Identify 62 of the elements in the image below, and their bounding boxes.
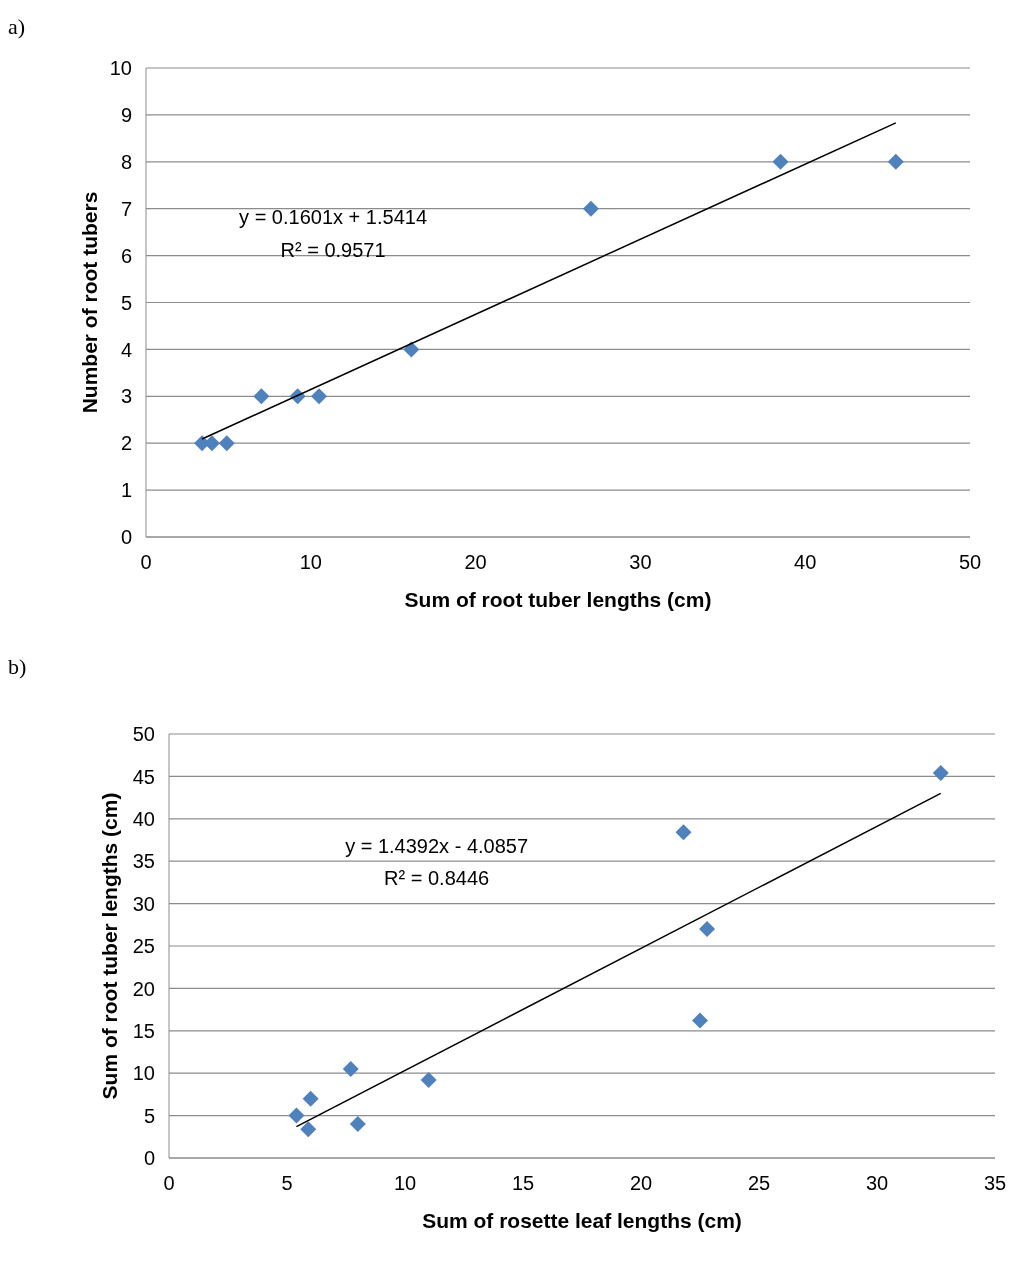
y-tick-label: 40 bbox=[132, 807, 155, 830]
point bbox=[932, 765, 949, 782]
x-tick-label: 20 bbox=[464, 551, 487, 574]
x-tick-label: 30 bbox=[865, 1172, 889, 1195]
y-tick-label: 0 bbox=[143, 1147, 155, 1170]
y-axis-title: Sum of root tuber lengths (cm) bbox=[98, 792, 122, 1100]
x-tick-label: 50 bbox=[958, 551, 982, 574]
point bbox=[288, 1107, 305, 1124]
y-tick-label: 10 bbox=[132, 1062, 155, 1085]
y-tick-label: 8 bbox=[120, 150, 132, 173]
point bbox=[675, 824, 692, 841]
point bbox=[699, 921, 716, 938]
x-tick-label: 5 bbox=[281, 1172, 293, 1195]
x-tick-label: 30 bbox=[629, 551, 652, 574]
annotation: R² = 0.8446 bbox=[384, 866, 490, 890]
point bbox=[582, 200, 599, 217]
point bbox=[349, 1116, 366, 1133]
y-tick-label: 5 bbox=[143, 1104, 155, 1127]
y-tick-label: 45 bbox=[132, 765, 155, 788]
y-tick-label: 50 bbox=[132, 723, 155, 746]
y-tick-label: 3 bbox=[120, 385, 132, 408]
y-tick-label: 5 bbox=[120, 291, 132, 314]
y-tick-label: 20 bbox=[132, 977, 155, 1000]
point bbox=[887, 153, 904, 170]
y-tick-label: 7 bbox=[120, 197, 132, 220]
point bbox=[300, 1121, 317, 1138]
point bbox=[692, 1012, 708, 1029]
y-tick-label: 2 bbox=[120, 432, 132, 455]
x-tick-label: 35 bbox=[983, 1172, 1007, 1195]
point bbox=[218, 435, 235, 452]
y-tick-label: 1 bbox=[120, 479, 132, 502]
x-tick-label: 15 bbox=[511, 1172, 535, 1195]
x-tick-label: 20 bbox=[629, 1172, 653, 1195]
annotation: y = 0.1601x + 1.5414 bbox=[239, 205, 428, 229]
annotation: y = 1.4392x - 4.0857 bbox=[345, 834, 529, 858]
x-tick-label: 0 bbox=[163, 1172, 175, 1195]
x-tick-label: 10 bbox=[393, 1172, 417, 1195]
x-tick-label: 25 bbox=[747, 1172, 771, 1195]
x-tick-label: 10 bbox=[299, 551, 322, 574]
x-axis-title: Sum of rosette leaf lengths (cm) bbox=[422, 1209, 742, 1232]
point bbox=[342, 1060, 359, 1077]
point bbox=[772, 153, 789, 170]
y-tick-label: 10 bbox=[109, 57, 132, 80]
point bbox=[403, 341, 420, 358]
x-tick-label: 40 bbox=[794, 551, 817, 574]
y-axis-title: Number of root tubers bbox=[78, 191, 102, 414]
point bbox=[311, 388, 328, 405]
annotation: R² = 0.9571 bbox=[280, 238, 386, 262]
y-tick-label: 4 bbox=[120, 338, 132, 361]
y-tick-label: 25 bbox=[132, 935, 155, 958]
point bbox=[253, 388, 270, 405]
point bbox=[302, 1090, 319, 1107]
chart-title: b) bbox=[8, 653, 28, 681]
y-tick-label: 15 bbox=[132, 1019, 155, 1042]
x-axis-title: Sum of root tuber lengths (cm) bbox=[404, 588, 712, 611]
y-tick-label: 0 bbox=[120, 526, 132, 549]
chart-title: a) bbox=[8, 13, 27, 41]
y-tick-label: 9 bbox=[120, 104, 132, 126]
y-tick-label: 30 bbox=[132, 892, 155, 915]
y-tick-label: 35 bbox=[132, 850, 155, 873]
y-tick-label: 6 bbox=[120, 244, 132, 267]
point bbox=[420, 1071, 437, 1088]
